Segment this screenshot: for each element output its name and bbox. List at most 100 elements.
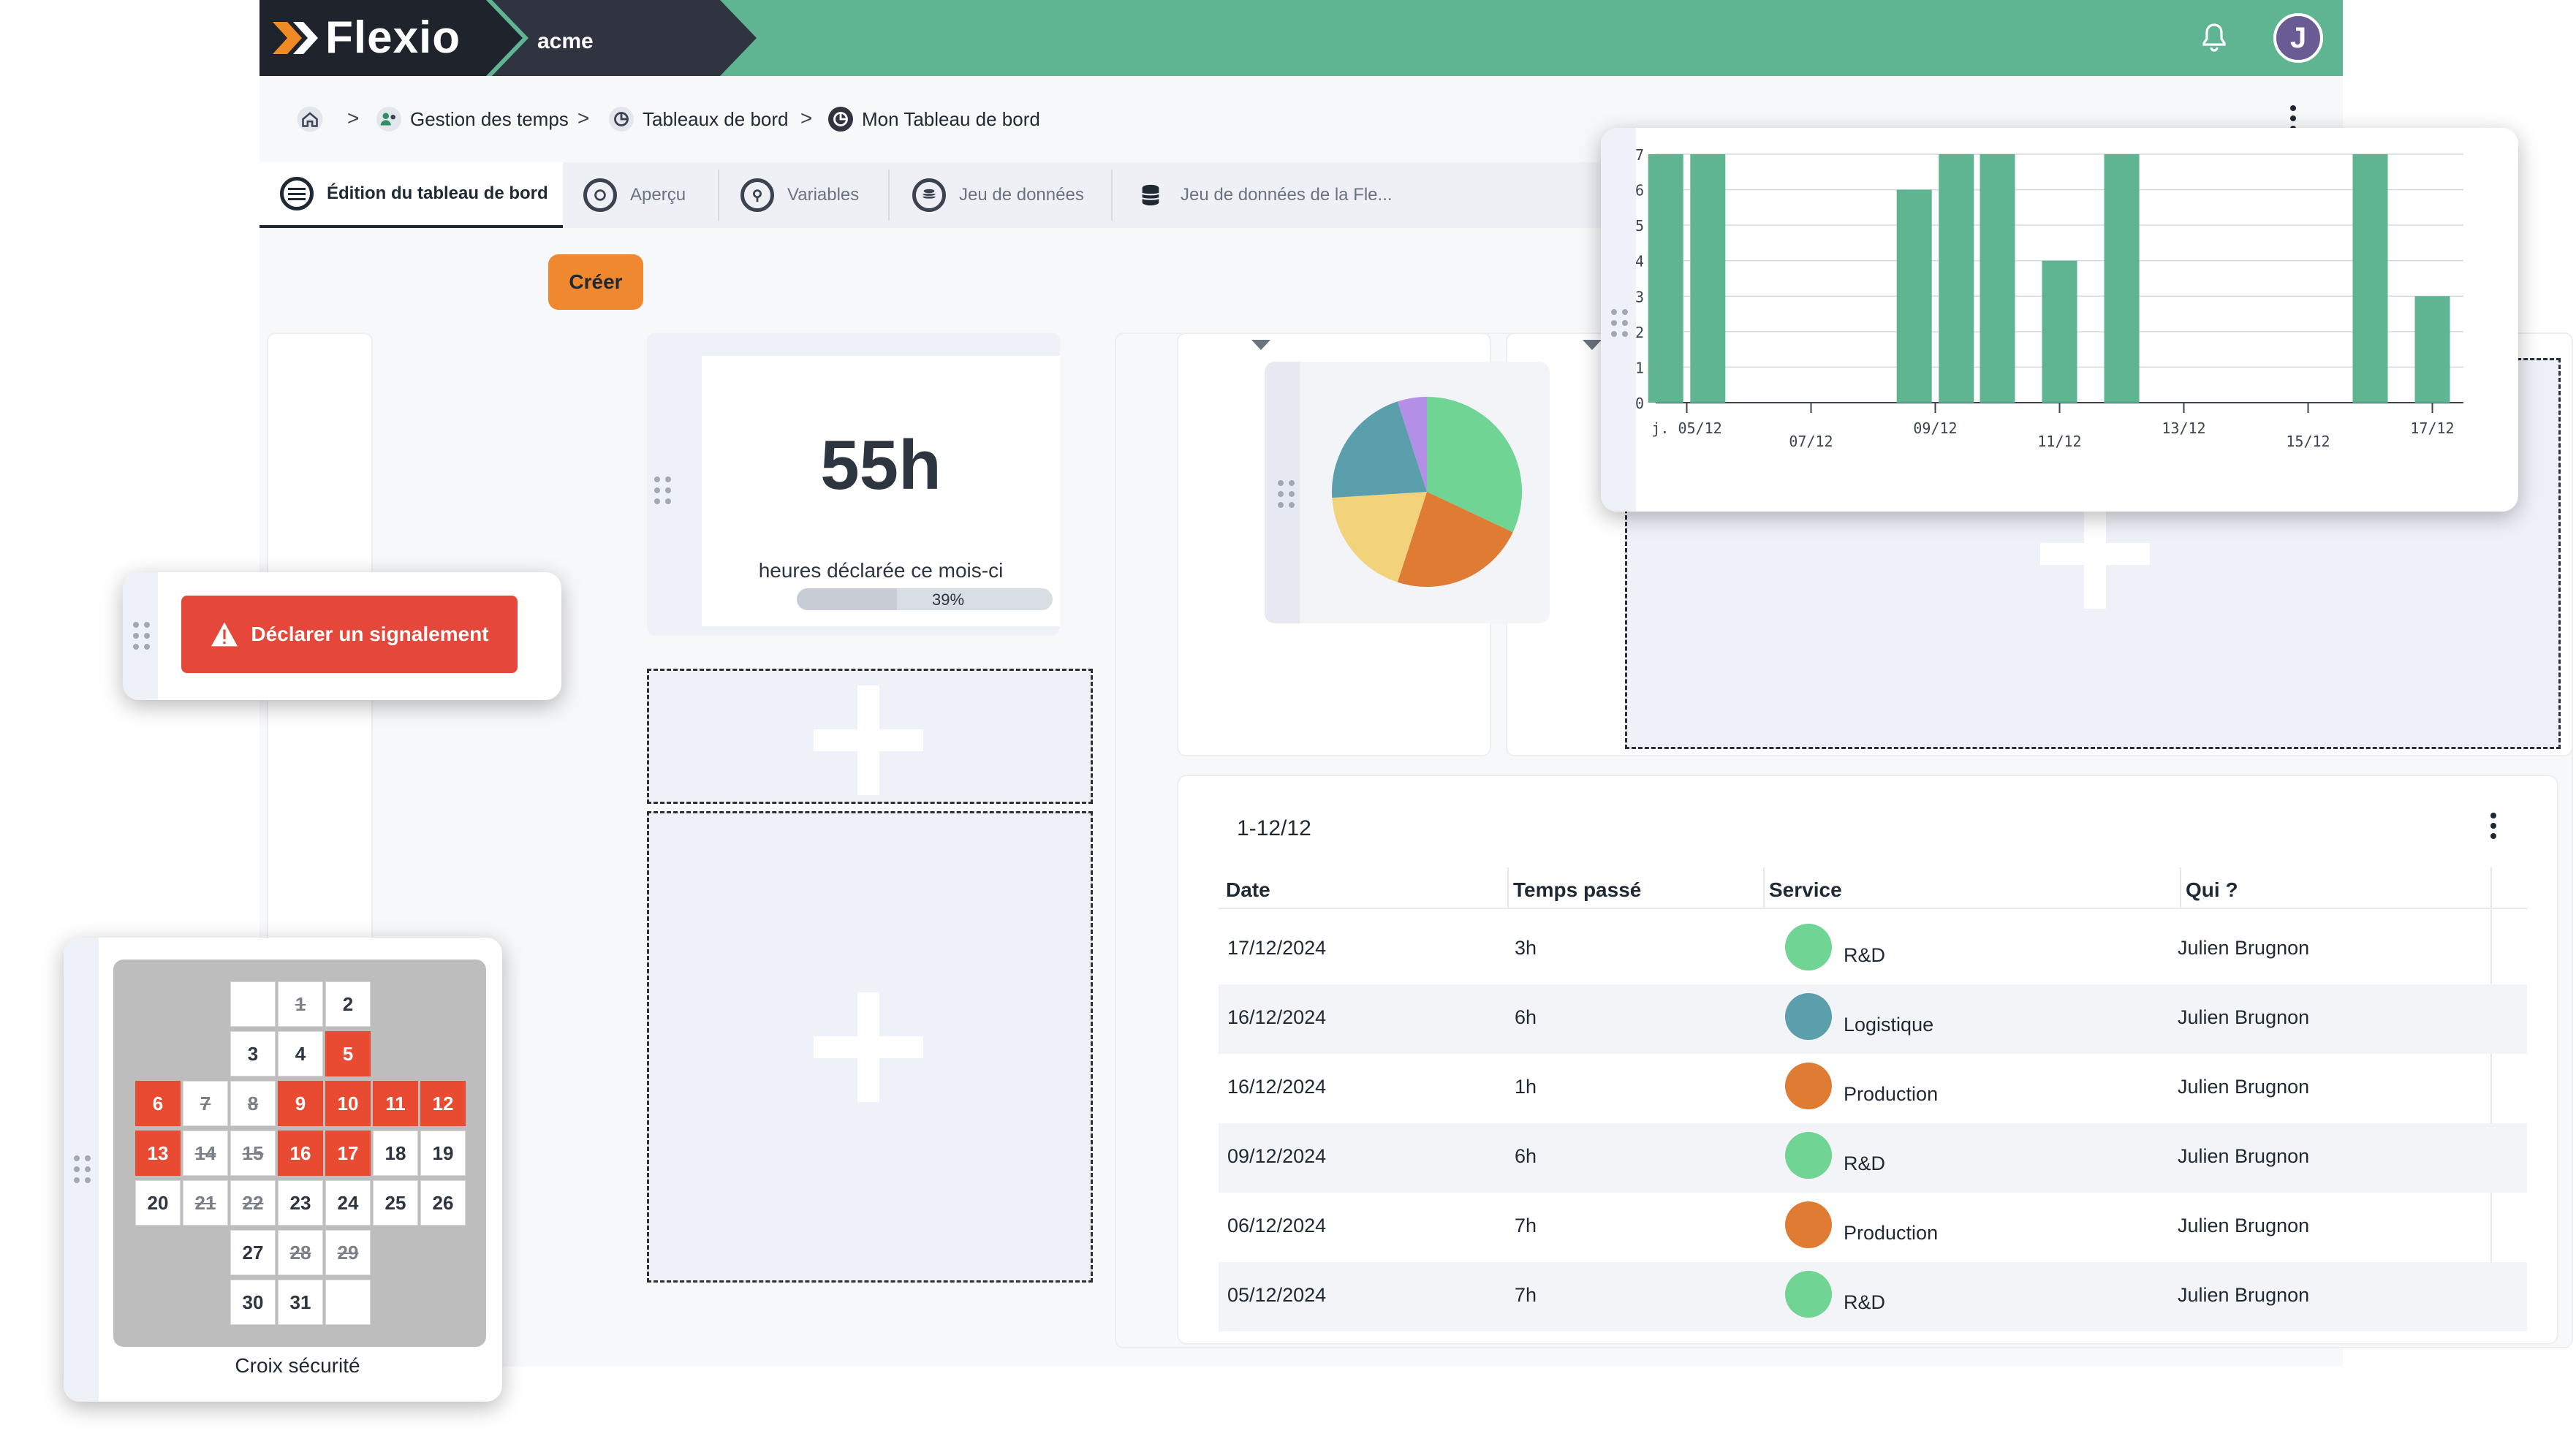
- column-divider: [1763, 867, 1765, 908]
- bar[interactable]: [2042, 260, 2077, 403]
- calendar-day[interactable]: 23: [278, 1180, 323, 1226]
- calendar-day[interactable]: 28: [278, 1230, 323, 1275]
- calendar-day[interactable]: 4: [278, 1031, 323, 1076]
- calendar-day[interactable]: 27: [230, 1230, 276, 1275]
- bar[interactable]: [2414, 296, 2450, 403]
- tab-flexio-dataset[interactable]: Jeu de données de la Fle...: [1113, 162, 1406, 228]
- bar[interactable]: [2104, 154, 2140, 403]
- cell-date: 16/12/2024: [1227, 1076, 1327, 1098]
- pie-widget[interactable]: [1265, 362, 1550, 623]
- empty-widget-slot[interactable]: [647, 669, 1093, 804]
- drag-handle-icon[interactable]: [1611, 309, 1628, 337]
- collapse-caret-icon[interactable]: [1583, 340, 1602, 350]
- calendar-day[interactable]: 20: [135, 1180, 181, 1226]
- bar[interactable]: [1648, 154, 1683, 403]
- calendar-day[interactable]: 8: [230, 1081, 276, 1126]
- pin-icon: [740, 178, 774, 212]
- bell-icon[interactable]: [2197, 20, 2232, 56]
- calendar-day[interactable]: 1: [278, 981, 323, 1027]
- safety-cross-widget: 1 2 3 4 5 6 7 8 9 10 11 12 13 14 15 16 17 18 19 20 21 22 23 24 2…: [64, 938, 502, 1402]
- calendar-day[interactable]: 7: [183, 1081, 228, 1126]
- calendar-day[interactable]: 21: [183, 1180, 228, 1226]
- calendar-day[interactable]: 26: [420, 1180, 466, 1226]
- pie-slice[interactable]: [1397, 492, 1513, 587]
- breadcrumb-item-dashboards[interactable]: Tableaux de bord: [609, 107, 788, 132]
- brand-logo[interactable]: Flexio: [325, 12, 461, 63]
- empty-widget-slot[interactable]: [647, 811, 1093, 1283]
- bar[interactable]: [2352, 154, 2388, 403]
- calendar-day[interactable]: 18: [373, 1131, 418, 1176]
- pie-slice[interactable]: [1332, 401, 1427, 498]
- table-row[interactable]: 05/12/2024 7h R&D Julien Brugnon: [1219, 1262, 2527, 1331]
- calendar-day[interactable]: 9: [278, 1081, 323, 1126]
- breadcrumb-item-time[interactable]: Gestion des temps: [376, 107, 569, 132]
- table-row[interactable]: 09/12/2024 6h R&D Julien Brugnon: [1219, 1123, 2527, 1193]
- table-row[interactable]: 06/12/2024 7h Production Julien Brugnon: [1219, 1193, 2527, 1262]
- drag-handle-icon[interactable]: [1278, 480, 1295, 508]
- calendar-day[interactable]: 31: [278, 1280, 323, 1325]
- column-header-date[interactable]: Date: [1226, 878, 1270, 901]
- pie-slice[interactable]: [1397, 397, 1427, 492]
- calendar-day[interactable]: [230, 981, 276, 1027]
- cell-date: 17/12/2024: [1227, 937, 1327, 959]
- calendar-day[interactable]: [325, 1280, 371, 1325]
- safety-cross-caption: Croix sécurité: [235, 1354, 360, 1377]
- calendar-day[interactable]: 6: [135, 1081, 181, 1126]
- calendar-day[interactable]: 13: [135, 1131, 181, 1176]
- tab-label: Jeu de données de la Fle...: [1181, 185, 1393, 205]
- calendar-day[interactable]: 30: [230, 1280, 276, 1325]
- calendar-day[interactable]: 14: [183, 1131, 228, 1176]
- bar[interactable]: [1980, 154, 2015, 403]
- calendar-day[interactable]: 12: [420, 1081, 466, 1126]
- tab-dataset[interactable]: Jeu de données: [892, 162, 1111, 228]
- calendar-day[interactable]: 10: [325, 1081, 371, 1126]
- collapse-caret-icon[interactable]: [1251, 340, 1270, 350]
- pie-slice[interactable]: [1427, 397, 1522, 533]
- calendar-day[interactable]: 15: [230, 1131, 276, 1176]
- calendar-day[interactable]: 3: [230, 1031, 276, 1076]
- calendar-day[interactable]: 29: [325, 1230, 371, 1275]
- calendar-day[interactable]: 24: [325, 1180, 371, 1226]
- calendar-day[interactable]: 2: [325, 981, 371, 1027]
- scrollbar-track[interactable]: [2490, 867, 2492, 1328]
- calendar-day[interactable]: 17: [325, 1131, 371, 1176]
- cell-who: Julien Brugnon: [2178, 1145, 2310, 1167]
- table-more-menu[interactable]: [2490, 813, 2496, 839]
- cell-service: Production: [1844, 1222, 1939, 1244]
- column-header-time[interactable]: Temps passé: [1513, 878, 1642, 901]
- x-tick-label: 15/12: [2286, 433, 2330, 450]
- bar-chart-widget[interactable]: 0 1 2 3 4 5 6 7 j. 05/12 07/12 09/12 11/12 13/12 15/1…: [1601, 128, 2518, 512]
- dashboard-icon: [609, 107, 634, 132]
- service-color-dot: [1785, 1271, 1832, 1318]
- table-row[interactable]: 17/12/2024 3h R&D Julien Brugnon: [1219, 915, 2527, 984]
- home-icon[interactable]: [296, 105, 324, 133]
- calendar-day[interactable]: 11: [373, 1081, 418, 1126]
- tab-preview[interactable]: Aperçu: [563, 162, 744, 228]
- tab-variables[interactable]: Variables: [720, 162, 888, 228]
- tab-edit-dashboard[interactable]: Édition du tableau de bord: [260, 162, 563, 228]
- calendar-day[interactable]: 5: [325, 1031, 371, 1076]
- table-row[interactable]: 16/12/2024 1h Production Julien Brugnon: [1219, 1054, 2527, 1123]
- bar[interactable]: [1690, 154, 1726, 403]
- column-header-service[interactable]: Service: [1769, 878, 1842, 901]
- report-incident-button[interactable]: Déclarer un signalement: [181, 596, 518, 673]
- drag-handle-icon[interactable]: [654, 476, 671, 504]
- calendar-day[interactable]: 16: [278, 1131, 323, 1176]
- breadcrumb-separator: >: [800, 107, 813, 129]
- avatar[interactable]: J: [2273, 13, 2323, 63]
- table-row[interactable]: 16/12/2024 6h Logistique Julien Brugnon: [1219, 984, 2527, 1054]
- calendar-day[interactable]: 19: [420, 1131, 466, 1176]
- breadcrumb-item-my-dashboard[interactable]: Mon Tableau de bord: [828, 107, 1040, 132]
- drag-handle-icon[interactable]: [74, 1155, 91, 1183]
- calendar-day[interactable]: 25: [373, 1180, 418, 1226]
- create-button[interactable]: Créer: [548, 254, 643, 310]
- calendar-day[interactable]: 22: [230, 1180, 276, 1226]
- tenant-name[interactable]: acme: [537, 29, 594, 53]
- pie-slice[interactable]: [1332, 492, 1427, 582]
- bar[interactable]: [1939, 154, 1974, 403]
- column-header-who[interactable]: Qui ?: [2186, 878, 2238, 901]
- bar[interactable]: [1896, 189, 1932, 403]
- cell-who: Julien Brugnon: [2178, 1284, 2310, 1306]
- drag-handle-icon[interactable]: [133, 622, 150, 650]
